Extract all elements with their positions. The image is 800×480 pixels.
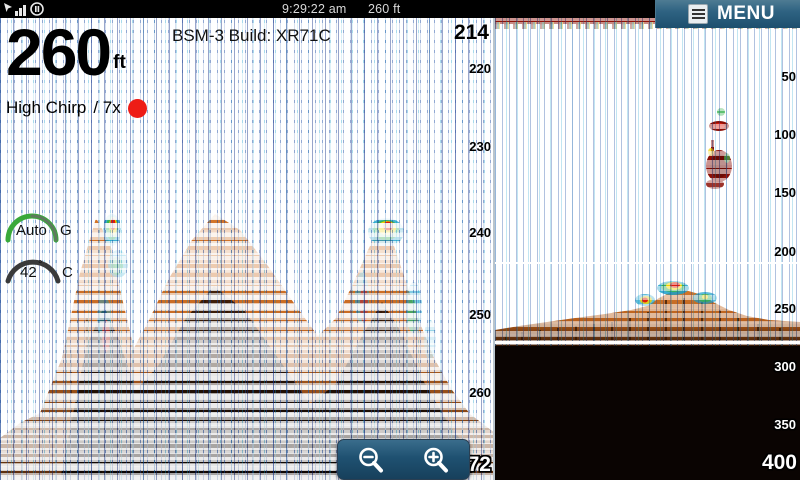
- status-time: 9:29:22 am: [282, 2, 347, 16]
- scale-label-left-250: 250: [469, 307, 491, 322]
- scale-label-right-250: 250: [774, 301, 796, 316]
- gain-unit: G: [60, 222, 72, 239]
- signal-bar-3: [23, 5, 26, 16]
- depth-readout-value: 260: [6, 15, 112, 89]
- water-column-left: [0, 18, 495, 480]
- depth-readout: 260 ft: [6, 15, 126, 89]
- menu-button[interactable]: MENU: [655, 0, 800, 28]
- noise-speckle-left-2: [0, 18, 495, 480]
- signal-bar-2: [19, 8, 22, 16]
- zoom-factor-label: / 7x: [93, 98, 121, 117]
- temperature-unit: C: [62, 264, 73, 281]
- scale-label-right-50: 50: [781, 69, 796, 84]
- scale-label-right-350: 350: [774, 417, 796, 432]
- scale-label-bottom-right: 400: [761, 451, 797, 474]
- menu-list-icon: [688, 4, 708, 24]
- zoom-out-icon: [358, 447, 383, 472]
- recording-status-dot: [127, 98, 147, 118]
- satellite-cursor-icon: [4, 3, 12, 12]
- signal-bar-1: [15, 11, 18, 16]
- scale-label-left-240: 240: [469, 225, 491, 240]
- build-version-text: BSM-3 Build: XR71C: [172, 26, 331, 45]
- water-column-right: [495, 0, 800, 480]
- scale-label-top-left: 214: [453, 21, 489, 44]
- zoom-in-icon: [424, 447, 449, 472]
- temperature-value: 42: [20, 264, 37, 281]
- degree-symbol: °: [38, 259, 43, 271]
- zoom-out-button[interactable]: [349, 443, 393, 477]
- status-bar: 9:29:22 am 260 ft: [0, 0, 800, 18]
- sub-bottom-dark-zone: [495, 346, 800, 480]
- panel-divider: [493, 0, 495, 480]
- gain-gauge[interactable]: Auto G: [2, 206, 88, 248]
- zoom-control-bar[interactable]: [337, 439, 470, 480]
- scale-label-right-150: 150: [774, 185, 796, 200]
- depth-readout-unit: ft: [113, 51, 126, 73]
- scale-label-right-100: 100: [774, 127, 796, 142]
- panel-separator-line-lower: [495, 341, 800, 344]
- zoom-sonar-panel[interactable]: 214 220 230 240 250 260 272: [0, 18, 495, 480]
- chirp-mode-label: High Chirp: [6, 98, 87, 117]
- scale-label-right-300: 300: [774, 359, 796, 374]
- scale-label-left-260: 260: [469, 385, 491, 400]
- scale-label-left-220: 220: [469, 61, 491, 76]
- scale-label-left-230: 230: [469, 139, 491, 154]
- full-range-sonar-panel[interactable]: 0 50 100 150 200 250 300 350 400: [495, 0, 800, 480]
- panel-separator-line-upper: [495, 262, 800, 264]
- status-icon-group: [3, 1, 44, 16]
- scale-label-right-200: 200: [774, 244, 796, 259]
- pause-circle-icon: [30, 2, 44, 16]
- status-depth: 260 ft: [368, 2, 401, 16]
- menu-button-label: MENU: [717, 3, 775, 24]
- temperature-gauge[interactable]: 42 C °: [2, 245, 88, 287]
- sonar-mode-line: High Chirp / 7x: [6, 98, 147, 118]
- gain-value: Auto: [16, 222, 47, 239]
- zoom-in-button[interactable]: [414, 443, 458, 477]
